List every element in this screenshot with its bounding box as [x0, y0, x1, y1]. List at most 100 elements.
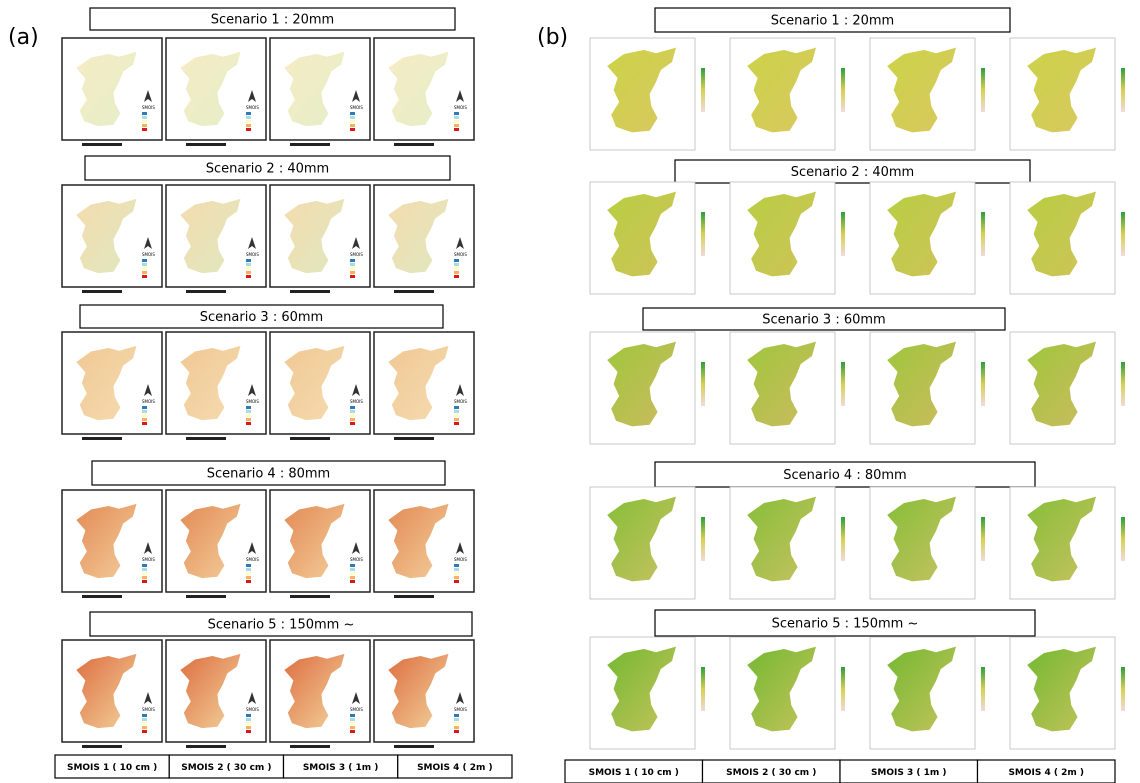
legend-swatch [142, 572, 147, 575]
legend-swatch [350, 572, 355, 575]
legend-swatch [350, 576, 355, 579]
legend-swatch [350, 116, 355, 119]
legend-swatch [350, 267, 355, 270]
legend-swatch [454, 410, 459, 413]
legend-swatch [142, 568, 147, 571]
legend-swatch [246, 726, 251, 729]
scenario-box [89, 611, 473, 637]
legend-swatch [142, 580, 147, 583]
legend-title: SMOIS [454, 105, 467, 110]
scenario-title: Scenario 4 : 80mm [783, 468, 906, 483]
column-label: SMOIS 1 ( 10 cm ) [67, 763, 157, 773]
scale-bar [394, 595, 434, 598]
legend-swatch [454, 564, 459, 567]
scale-bar [186, 437, 226, 440]
legend-bar [841, 517, 845, 561]
legend-title: SMOIS [350, 252, 363, 257]
scenario-title: Scenario 4 : 80mm [207, 467, 330, 482]
legend-swatch [142, 120, 147, 123]
legend-bar [981, 667, 985, 711]
scenario-title: Scenario 5 : 150mm ~ [208, 618, 355, 633]
legend-swatch [142, 124, 147, 127]
scale-bar [394, 745, 434, 748]
legend-swatch [142, 259, 147, 262]
legend-swatch [454, 267, 459, 270]
legend-title: SMOIS [454, 399, 467, 404]
legend-title: SMOIS [142, 252, 155, 257]
legend-swatch [142, 714, 147, 717]
scenario-title: Scenario 1 : 20mm [211, 13, 334, 28]
legend-swatch [142, 422, 147, 425]
legend-swatch [350, 580, 355, 583]
legend-swatch [350, 275, 355, 278]
column-label: SMOIS 1 ( 10 cm ) [589, 768, 679, 778]
legend-swatch [142, 112, 147, 115]
legend-swatch [350, 124, 355, 127]
legend-swatch [350, 730, 355, 733]
column-label: SMOIS 4 ( 2m ) [417, 763, 493, 773]
north-arrow [144, 90, 152, 102]
legend-swatch [350, 259, 355, 262]
north-arrow [248, 692, 256, 704]
legend-swatch [246, 271, 251, 274]
legend-swatch [246, 263, 251, 266]
column-label: SMOIS 2 ( 30 cm ) [726, 768, 816, 778]
scenario-box [91, 460, 446, 486]
legend-bar [1121, 667, 1125, 711]
legend-swatch [142, 730, 147, 733]
north-arrow [352, 90, 360, 102]
legend-swatch [454, 414, 459, 417]
legend-swatch [350, 271, 355, 274]
legend-swatch [454, 120, 459, 123]
north-arrow [456, 542, 464, 554]
legend-swatch [350, 422, 355, 425]
column-cell [976, 759, 1116, 783]
legend-bar [841, 667, 845, 711]
legend-bar [841, 362, 845, 406]
legend-swatch [454, 406, 459, 409]
column-cell [397, 754, 513, 779]
scenario-title: Scenario 2 : 40mm [206, 162, 329, 177]
legend-swatch [454, 259, 459, 262]
legend-swatch [246, 718, 251, 721]
legend-bar [981, 517, 985, 561]
legend-swatch [454, 726, 459, 729]
legend-title: SMOIS [142, 105, 155, 110]
legend-swatch [454, 718, 459, 721]
north-arrow [248, 542, 256, 554]
legend-swatch [142, 275, 147, 278]
legend-title: SMOIS [142, 399, 155, 404]
legend-swatch [350, 128, 355, 131]
legend-swatch [142, 418, 147, 421]
legend-bar [1121, 212, 1125, 256]
legend-swatch [246, 120, 251, 123]
legend-swatch [246, 259, 251, 262]
legend-title: SMOIS [246, 252, 259, 257]
north-arrow [248, 90, 256, 102]
legend-bar [701, 667, 705, 711]
scenario-box [89, 7, 456, 31]
scale-bar [82, 290, 122, 293]
legend-swatch [454, 263, 459, 266]
legend-swatch [142, 128, 147, 131]
north-arrow [144, 237, 152, 249]
scale-bar [82, 437, 122, 440]
legend-swatch [350, 722, 355, 725]
legend-title: SMOIS [454, 252, 467, 257]
north-arrow [352, 237, 360, 249]
legend-swatch [246, 714, 251, 717]
legend-swatch [350, 120, 355, 123]
legend-swatch [142, 722, 147, 725]
column-label: SMOIS 2 ( 30 cm ) [181, 763, 271, 773]
legend-swatch [246, 580, 251, 583]
scenario-title: Scenario 3 : 60mm [200, 310, 323, 325]
legend-title: SMOIS [246, 707, 259, 712]
legend-swatch [246, 730, 251, 733]
scenario-box [654, 7, 1011, 33]
column-label: SMOIS 3 ( 1m ) [871, 768, 947, 778]
north-arrow [144, 692, 152, 704]
legend-bar [701, 362, 705, 406]
legend-swatch [350, 714, 355, 717]
scenario-title: Scenario 2 : 40mm [791, 165, 914, 180]
legend-swatch [246, 568, 251, 571]
